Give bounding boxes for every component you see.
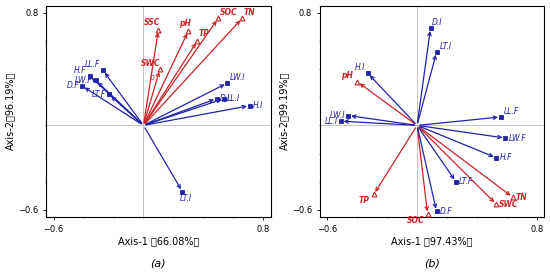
Text: SOC: SOC [220,8,238,17]
Text: H.I: H.I [252,101,263,110]
Y-axis label: Axis-2（96.19%）: Axis-2（96.19%） [6,72,15,150]
Text: D.F: D.F [67,81,79,90]
Text: LL.F: LL.F [85,60,100,69]
Text: LT.F: LT.F [459,177,473,186]
Text: D.F: D.F [439,207,452,216]
Y-axis label: Axis-2（99.19%）: Axis-2（99.19%） [279,72,289,150]
Text: TN: TN [516,193,527,202]
Text: TP: TP [359,196,369,205]
Text: H.F: H.F [499,153,512,162]
Text: LL.I: LL.I [324,117,338,126]
Text: LW.F: LW.F [75,76,92,85]
Text: LL.F: LL.F [504,107,519,116]
Text: TP: TP [199,29,210,38]
Text: LW.I: LW.I [330,111,345,120]
Text: D.I: D.I [220,94,230,103]
Text: TN: TN [244,8,255,17]
Text: (b): (b) [424,259,440,269]
Text: LT.F: LT.F [92,90,106,99]
Text: LL.I: LL.I [227,94,240,103]
Text: SWC: SWC [141,59,161,68]
Text: pH: pH [341,71,353,80]
Text: H.I: H.I [354,63,365,72]
Text: H.F: H.F [74,66,86,75]
Text: LW.I: LW.I [230,73,246,82]
Text: LT.I: LT.I [179,195,191,204]
Text: SWC: SWC [499,200,519,209]
Text: LT.I: LT.I [439,42,452,51]
Text: b: b [150,73,155,82]
Text: SOC: SOC [407,216,425,225]
Text: D.I: D.I [432,18,443,27]
X-axis label: Axis-1 （66.08%）: Axis-1 （66.08%） [118,236,199,246]
X-axis label: Axis-1 （97.43%）: Axis-1 （97.43%） [391,236,473,246]
Text: pH: pH [179,19,191,28]
Text: SSC: SSC [144,18,161,27]
Text: LW.F: LW.F [508,134,526,142]
Text: (a): (a) [151,259,166,269]
